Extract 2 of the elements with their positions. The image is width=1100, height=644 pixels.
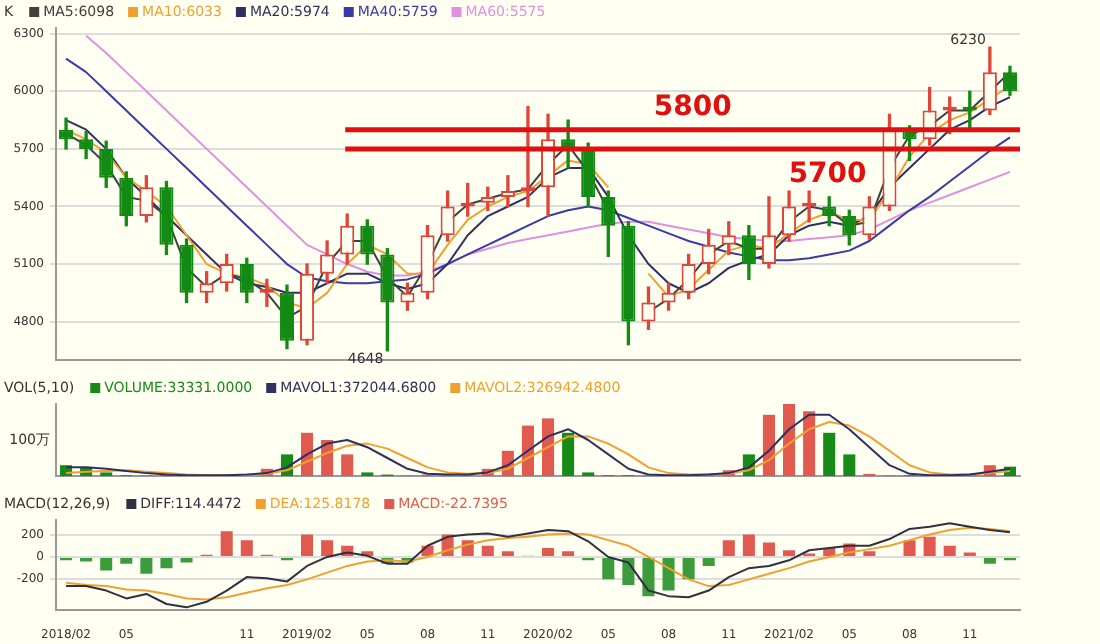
ref-line-label: 5800 (653, 90, 733, 123)
ref-line-label: 5700 (788, 158, 868, 191)
